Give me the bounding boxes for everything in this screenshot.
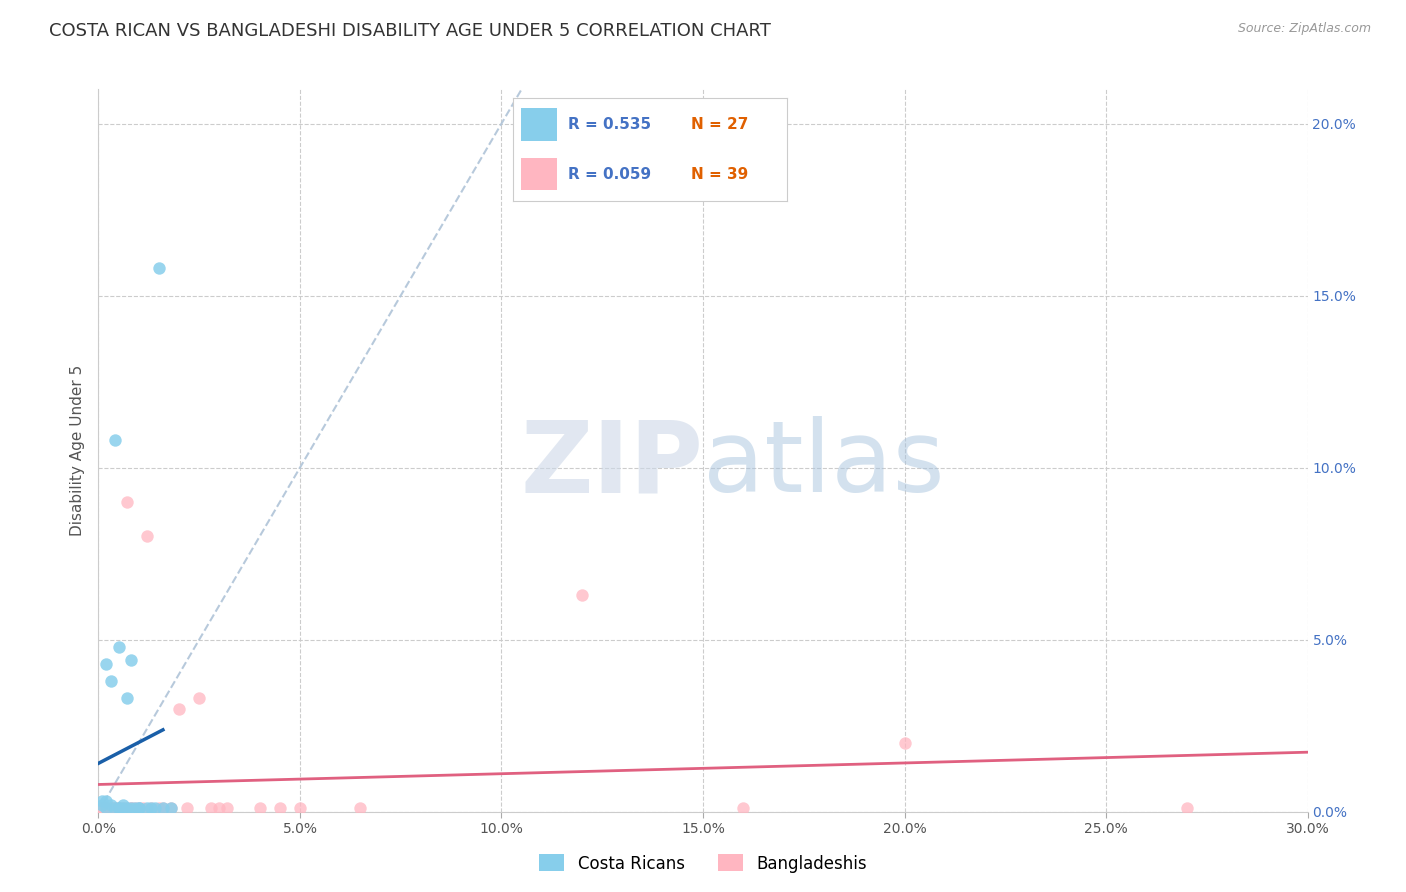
Point — [188, 691, 211, 706]
Text: R = 0.535: R = 0.535 — [568, 117, 651, 132]
Point — [96, 801, 118, 815]
Point — [107, 801, 129, 815]
Point — [100, 797, 122, 812]
Point — [571, 588, 593, 602]
Point — [103, 433, 125, 447]
Point — [1175, 801, 1198, 815]
Point — [152, 801, 174, 815]
Point — [200, 801, 222, 815]
Point — [107, 801, 129, 815]
Point — [120, 801, 142, 815]
Text: N = 27: N = 27 — [692, 117, 749, 132]
Point — [128, 801, 150, 815]
Point — [135, 801, 157, 815]
Point — [111, 801, 134, 815]
Text: atlas: atlas — [703, 417, 945, 514]
Point — [103, 801, 125, 815]
Bar — [522, 108, 557, 141]
Point — [96, 801, 118, 815]
Point — [96, 657, 118, 671]
Point — [91, 801, 114, 815]
Point — [103, 801, 125, 815]
Point — [100, 673, 122, 688]
Point — [139, 801, 162, 815]
Point — [139, 801, 162, 815]
Point — [107, 801, 129, 815]
Point — [288, 801, 311, 815]
Point — [96, 801, 118, 815]
Legend: Costa Ricans, Bangladeshis: Costa Ricans, Bangladeshis — [533, 847, 873, 880]
Point — [132, 801, 155, 815]
Point — [111, 801, 134, 815]
Point — [128, 801, 150, 815]
Y-axis label: Disability Age Under 5: Disability Age Under 5 — [69, 365, 84, 536]
Point — [148, 801, 170, 815]
Point — [111, 797, 134, 812]
Point — [111, 801, 134, 815]
Point — [349, 801, 371, 815]
Point — [120, 801, 142, 815]
Point — [160, 801, 183, 815]
Point — [128, 801, 150, 815]
Point — [893, 736, 915, 750]
Point — [100, 801, 122, 815]
Point — [143, 801, 166, 815]
Point — [176, 801, 198, 815]
Text: ZIP: ZIP — [520, 417, 703, 514]
Point — [217, 801, 239, 815]
Point — [115, 801, 138, 815]
Point — [115, 691, 138, 706]
Point — [124, 801, 146, 815]
Point — [107, 640, 129, 654]
Text: N = 39: N = 39 — [692, 167, 748, 182]
Point — [96, 794, 118, 808]
Point — [135, 529, 157, 543]
Point — [100, 801, 122, 815]
Point — [91, 797, 114, 812]
Point — [733, 801, 755, 815]
Point — [103, 801, 125, 815]
Point — [208, 801, 231, 815]
Point — [91, 794, 114, 808]
Point — [152, 801, 174, 815]
Point — [120, 801, 142, 815]
Point — [107, 801, 129, 815]
Point — [115, 495, 138, 509]
Point — [167, 701, 190, 715]
Text: COSTA RICAN VS BANGLADESHI DISABILITY AGE UNDER 5 CORRELATION CHART: COSTA RICAN VS BANGLADESHI DISABILITY AG… — [49, 22, 770, 40]
Point — [269, 801, 291, 815]
Point — [115, 801, 138, 815]
Point — [160, 801, 183, 815]
Point — [249, 801, 271, 815]
Text: Source: ZipAtlas.com: Source: ZipAtlas.com — [1237, 22, 1371, 36]
Text: R = 0.059: R = 0.059 — [568, 167, 651, 182]
Point — [124, 801, 146, 815]
Bar — [522, 158, 557, 190]
Point — [148, 261, 170, 276]
Point — [120, 653, 142, 667]
Point — [91, 801, 114, 815]
Point — [100, 801, 122, 815]
